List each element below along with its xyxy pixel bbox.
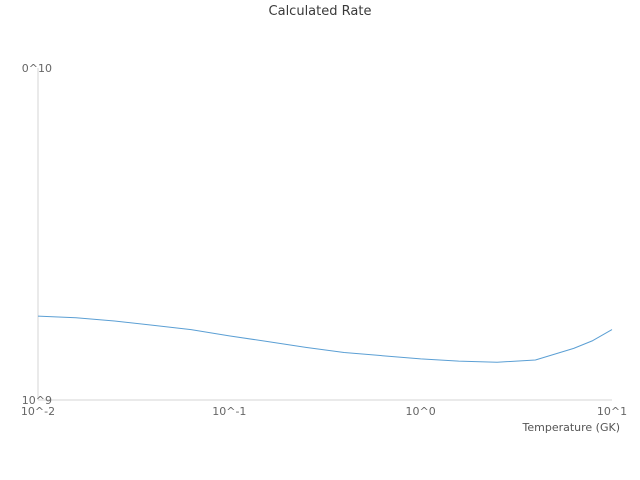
x-tick-label: 10^0: [406, 405, 436, 418]
y-tick-label: 10^9: [22, 394, 52, 407]
y-tick-label: 0^10: [22, 62, 52, 75]
chart-title: Calculated Rate: [268, 4, 372, 19]
rate-line: [37, 315, 613, 363]
x-tick-label: 10^-1: [212, 405, 246, 418]
x-axis-title: Temperature (GK): [522, 421, 621, 434]
x-tick-label: 10^1: [597, 405, 627, 418]
x-tick-label: 10^-2: [21, 405, 55, 418]
